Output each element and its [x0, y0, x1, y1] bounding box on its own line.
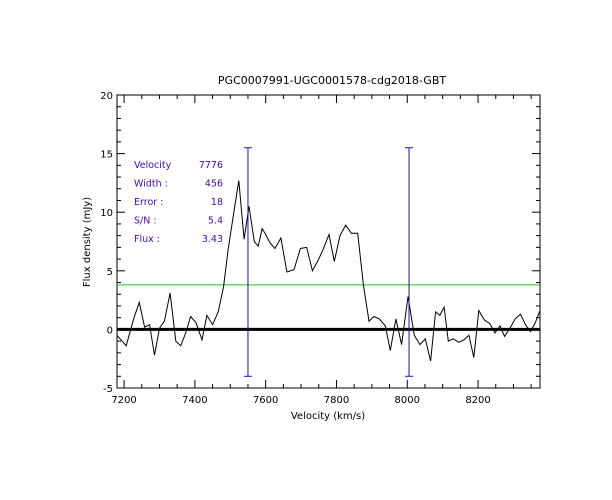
plot-area	[116, 94, 541, 389]
annotation-label: Velocity	[134, 160, 172, 171]
annotation-value: 7776	[199, 160, 223, 171]
velocity-markers	[243, 147, 414, 377]
plot-frame	[116, 94, 541, 389]
x-tick-label: 7600	[253, 395, 278, 406]
x-axis-label: Velocity (km/s)	[291, 411, 365, 422]
y-tick-label: 20	[100, 91, 113, 102]
y-tick-label: 10	[100, 208, 113, 219]
measurement-annotations: Velocity 7776 Width : 456 Error : 18 S/N : 5.4 F…	[134, 160, 223, 245]
spectrum-group	[116, 180, 541, 362]
annotation-label: Error :	[134, 197, 163, 208]
spectrum-line	[116, 180, 541, 362]
annotation-label: Flux :	[134, 234, 160, 245]
x-tick-label: 7400	[182, 395, 207, 406]
annotation-label: S/N :	[134, 216, 157, 227]
chart-title: PGC0007991-UGC0001578-cdg2018-GBT	[218, 74, 446, 87]
y-tick-label: 0	[107, 325, 113, 336]
annotation-value: 5.4	[208, 216, 223, 227]
y-tick-label: 5	[107, 267, 113, 278]
y-axis-label: Flux density (mJy)	[82, 197, 93, 287]
x-tick-label: 8000	[395, 395, 420, 406]
annotation-label: Width :	[134, 179, 168, 190]
y-tick-label: -5	[103, 384, 113, 395]
x-tick-label: 7800	[324, 395, 349, 406]
x-tick-label: 7200	[111, 395, 136, 406]
annotation-value: 3.43	[202, 234, 223, 245]
y-tick-label: 15	[100, 150, 113, 161]
x-tick-label: 8200	[465, 395, 490, 406]
y-axis: -5 0 5 10 15 20	[100, 91, 540, 395]
annotation-value: 456	[205, 179, 223, 190]
x-axis: 7200 7400 7600 7800 8000 8200	[111, 95, 532, 406]
annotation-value: 18	[211, 197, 223, 208]
